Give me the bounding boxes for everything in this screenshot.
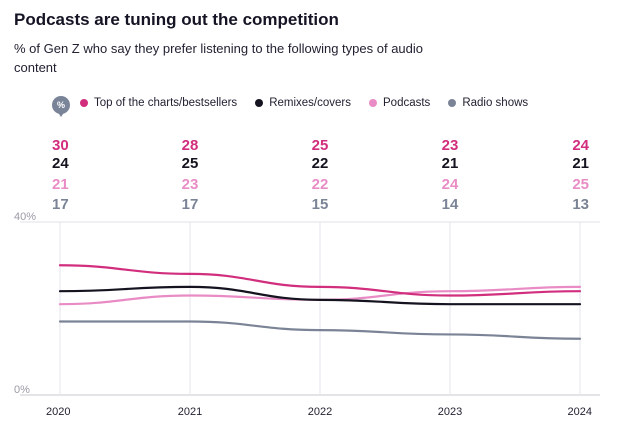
chart-legend: Top of the charts/bestsellers Remixes/cov… (80, 97, 528, 109)
legend-item: Podcasts (369, 97, 430, 109)
series-line (58, 320, 582, 340)
percent-badge-icon: % (52, 96, 70, 117)
data-label: 25 (312, 137, 329, 154)
data-label: 24 (52, 155, 69, 172)
legend-label: Remixes/covers (269, 97, 351, 109)
data-label: 24 (442, 176, 459, 193)
legend-item: Remixes/covers (255, 97, 351, 109)
data-label: 23 (442, 137, 459, 154)
data-label: 22 (312, 176, 329, 193)
data-label: 17 (52, 196, 69, 213)
data-label: 21 (442, 155, 459, 172)
legend-label: Podcasts (383, 97, 431, 109)
y-tick-label: 0% (14, 384, 30, 396)
chart-subtitle: % of Gen Z who say they prefer listening… (14, 41, 424, 75)
data-label: 21 (572, 155, 589, 172)
legend-dot-icon (80, 99, 88, 107)
legend-item: Radio shows (448, 97, 528, 109)
x-tick-label: 2024 (568, 406, 592, 418)
x-tick-label: 2022 (308, 406, 332, 418)
legend-label: Top of the charts/bestsellers (94, 97, 238, 109)
legend-dot-icon (448, 99, 457, 107)
data-label: 25 (572, 176, 589, 193)
legend-item: Top of the charts/bestsellers (80, 97, 237, 109)
chart-title: Podcasts are tuning out the competition (14, 10, 339, 29)
series-line (58, 264, 582, 297)
x-tick-label: 2021 (178, 406, 202, 418)
legend-dot-icon (369, 99, 377, 107)
x-tick-label: 2023 (438, 406, 462, 418)
data-label: 21 (52, 176, 69, 193)
data-label: 24 (572, 137, 589, 154)
x-tick-label: 2020 (46, 406, 70, 418)
data-label: 30 (52, 137, 69, 154)
data-label: 15 (312, 196, 329, 213)
data-label: 22 (312, 155, 329, 172)
series-line (58, 285, 582, 306)
data-label: 17 (182, 196, 199, 213)
data-label: 14 (442, 196, 459, 213)
data-label: 13 (572, 196, 589, 213)
data-label: 28 (182, 137, 199, 154)
data-label: 23 (182, 176, 199, 193)
legend-dot-icon (255, 99, 264, 107)
legend-label: Radio shows (462, 97, 529, 109)
data-label: 25 (182, 155, 199, 172)
y-tick-label: 40% (14, 211, 36, 223)
